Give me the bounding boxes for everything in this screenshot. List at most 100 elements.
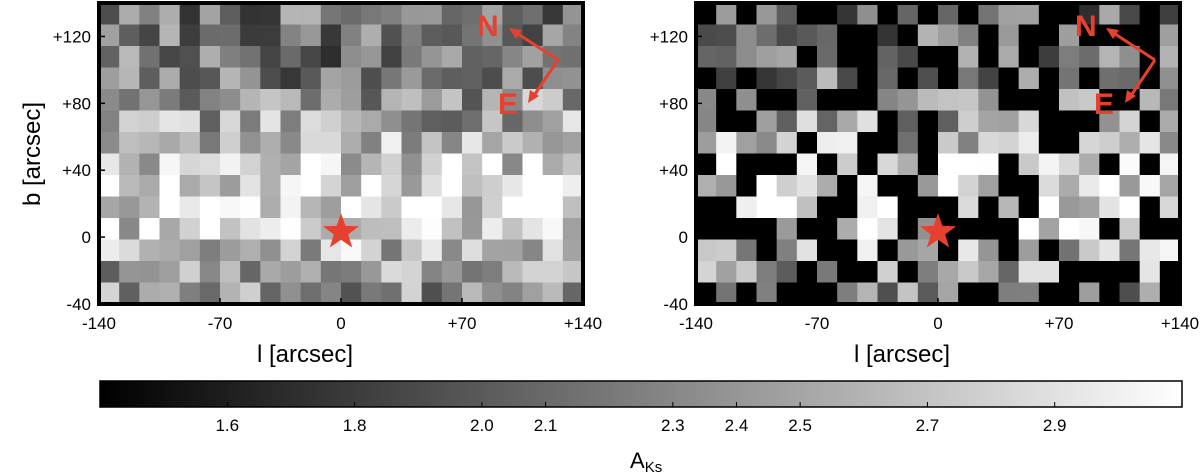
- heatmap-cell: [119, 218, 140, 241]
- heatmap-cell: [240, 261, 261, 284]
- heatmap-cell: [696, 239, 717, 262]
- heatmap-cell: [522, 175, 544, 198]
- heatmap-cell: [381, 67, 403, 90]
- heatmap-cell: [220, 261, 241, 284]
- heatmap-cell: [441, 153, 463, 176]
- heatmap-cell: [119, 132, 140, 155]
- heatmap-cell: [1079, 132, 1100, 155]
- heatmap-cell: [938, 239, 959, 262]
- heatmap-cell: [978, 110, 1000, 133]
- heatmap-cell: [179, 282, 201, 305]
- heatmap-cell: [240, 218, 261, 241]
- heatmap-cell: [240, 24, 261, 47]
- heatmap-cell: [1018, 282, 1040, 305]
- x-tick-label: -140: [679, 314, 713, 333]
- heatmap-cell: [441, 3, 463, 26]
- heatmap-cell: [502, 132, 524, 155]
- heatmap-cell: [998, 132, 1020, 155]
- heatmap-cell: [877, 67, 899, 90]
- heatmap-cell: [260, 24, 282, 47]
- heatmap-cell: [421, 175, 443, 198]
- heatmap-cell: [240, 67, 261, 90]
- heatmap-cell: [522, 261, 544, 284]
- heatmap-cell: [280, 46, 302, 69]
- heatmap-cell: [562, 110, 584, 133]
- heatmap-cell: [1079, 110, 1100, 133]
- heatmap-cell: [796, 24, 818, 47]
- heatmap-cell: [877, 282, 899, 305]
- heatmap-cell: [897, 3, 919, 26]
- heatmap-cell: [1139, 3, 1161, 26]
- heatmap-cell: [1079, 89, 1100, 112]
- heatmap-cell: [139, 67, 161, 90]
- heatmap-cell: [917, 239, 939, 262]
- heatmap-cell: [998, 110, 1020, 133]
- heatmap-cell: [817, 239, 838, 262]
- heatmap-cell: [361, 89, 382, 112]
- heatmap-cell: [240, 239, 261, 262]
- heatmap-cell: [837, 175, 858, 198]
- heatmap-cell: [736, 3, 758, 26]
- heatmap-cell: [320, 261, 342, 284]
- heatmap-cell: [502, 110, 524, 133]
- heatmap-cell: [320, 239, 342, 262]
- y-tick-label: 0: [679, 228, 688, 247]
- heatmap-cell: [978, 46, 1000, 69]
- heatmap-cell: [199, 67, 221, 90]
- heatmap-cell: [1099, 67, 1121, 90]
- heatmap-cell: [179, 24, 201, 47]
- heatmap-cell: [199, 261, 221, 284]
- heatmap-cell: [119, 175, 140, 198]
- heatmap-cell: [361, 153, 382, 176]
- heatmap-cell: [837, 3, 858, 26]
- heatmap-cell: [776, 3, 798, 26]
- heatmap-cell: [1139, 89, 1161, 112]
- heatmap-cell: [280, 196, 302, 219]
- heatmap-cell: [978, 89, 1000, 112]
- heatmap-cell: [1119, 3, 1141, 26]
- heatmap-cell: [917, 175, 939, 198]
- heatmap-cell: [421, 282, 443, 305]
- heatmap-cell: [341, 132, 362, 155]
- heatmap-cell: [1059, 239, 1080, 262]
- heatmap-cell: [938, 196, 959, 219]
- heatmap-cell: [381, 132, 403, 155]
- heatmap-cell: [978, 153, 1000, 176]
- heatmap-cell: [482, 24, 503, 47]
- heatmap-cell: [401, 218, 423, 241]
- heatmap-cell: [300, 110, 322, 133]
- heatmap-cell: [441, 282, 463, 305]
- heatmap-cell: [696, 282, 717, 305]
- heatmap-cell: [421, 46, 443, 69]
- heatmap-cell: [1159, 239, 1181, 262]
- heatmap-cell: [1139, 196, 1161, 219]
- heatmap-cell: [482, 3, 503, 26]
- heatmap-cell: [796, 239, 818, 262]
- heatmap-cell: [1018, 132, 1040, 155]
- heatmap-cell: [320, 67, 342, 90]
- heatmap-cell: [938, 67, 959, 90]
- heatmap-cell: [1018, 175, 1040, 198]
- heatmap-cell: [502, 261, 524, 284]
- heatmap-cell: [1159, 153, 1181, 176]
- heatmap-cell: [240, 282, 261, 305]
- heatmap-cell: [522, 239, 544, 262]
- heatmap-cell: [938, 3, 959, 26]
- heatmap-cell: [381, 3, 403, 26]
- heatmap-cell: [716, 110, 737, 133]
- heatmap-cell: [119, 24, 140, 47]
- heatmap-cell: [1139, 24, 1161, 47]
- heatmap-cell: [796, 175, 818, 198]
- heatmap-cell: [938, 46, 959, 69]
- heatmap-cell: [716, 132, 737, 155]
- heatmap-cell: [1079, 3, 1100, 26]
- left-compass-north-label: N: [477, 10, 499, 43]
- heatmap-cell: [917, 3, 939, 26]
- heatmap-cell: [716, 3, 737, 26]
- heatmap-cell: [99, 24, 120, 47]
- heatmap-cell: [482, 261, 503, 284]
- heatmap-cell: [179, 110, 201, 133]
- heatmap-cell: [696, 132, 717, 155]
- heatmap-cell: [1159, 24, 1181, 47]
- heatmap-cell: [542, 239, 564, 262]
